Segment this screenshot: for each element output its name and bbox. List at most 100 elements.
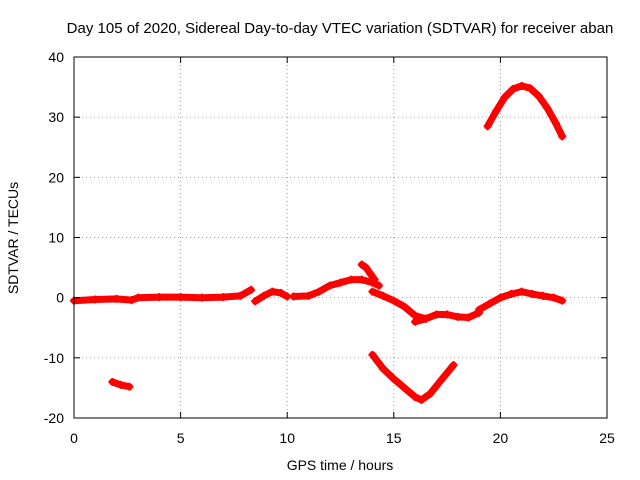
data-point <box>357 260 366 269</box>
data-point <box>112 294 121 303</box>
data-point <box>443 310 452 319</box>
y-tick-label: 10 <box>48 230 64 246</box>
grid <box>74 57 607 418</box>
data-point <box>421 314 430 323</box>
data-point <box>176 293 185 302</box>
series-band <box>358 261 379 284</box>
data-point <box>509 84 518 93</box>
data-series <box>70 81 567 404</box>
data-point <box>362 263 371 272</box>
data-point <box>551 119 560 128</box>
series-group <box>108 377 134 391</box>
data-point <box>155 293 164 302</box>
data-point <box>558 296 567 305</box>
data-point <box>558 132 567 141</box>
data-point <box>91 295 100 304</box>
data-point <box>517 287 526 296</box>
series-band <box>70 286 255 305</box>
data-point <box>125 382 134 391</box>
x-tick-label: 20 <box>493 430 509 446</box>
data-point <box>483 122 492 131</box>
series-band <box>484 82 566 140</box>
data-point <box>127 296 136 305</box>
x-tick-label: 5 <box>177 430 185 446</box>
x-tick-label: 10 <box>279 430 295 446</box>
y-tick-label: 20 <box>48 169 64 185</box>
data-point <box>528 290 537 299</box>
data-point <box>475 305 484 314</box>
data-point <box>357 275 366 284</box>
plot-frame <box>73 56 608 419</box>
y-tick-label: 30 <box>48 109 64 125</box>
data-point <box>289 292 298 301</box>
data-point <box>543 104 552 113</box>
data-point <box>449 361 458 370</box>
series-band <box>290 276 383 300</box>
data-point <box>368 287 377 296</box>
data-point <box>379 364 388 373</box>
data-point <box>315 287 324 296</box>
data-point <box>534 92 543 101</box>
data-point <box>496 293 505 302</box>
data-point <box>276 288 285 297</box>
series-group <box>483 81 567 141</box>
x-axis-label: GPS time / hours <box>287 457 394 473</box>
data-point <box>426 389 435 398</box>
data-point <box>259 291 268 300</box>
axis-ticks: 0 5 10 15 20 25 -20 -10 0 10 20 30 40 <box>44 49 615 446</box>
series-group <box>368 350 458 404</box>
data-point <box>268 287 277 296</box>
data-point <box>432 310 441 319</box>
data-point <box>507 290 516 299</box>
data-point <box>304 291 313 300</box>
x-tick-label: 25 <box>599 430 615 446</box>
data-point <box>411 317 420 326</box>
data-point <box>517 81 526 90</box>
x-tick-label: 0 <box>70 430 78 446</box>
data-point <box>400 302 409 311</box>
series-group <box>251 287 292 306</box>
data-point <box>539 291 548 300</box>
data-point <box>366 269 375 278</box>
data-point <box>219 293 228 302</box>
data-point <box>485 299 494 308</box>
y-tick-label: 0 <box>56 290 64 306</box>
data-point <box>197 293 206 302</box>
data-point <box>108 377 117 386</box>
data-point <box>368 350 377 359</box>
y-tick-label: -20 <box>44 410 64 426</box>
data-point <box>374 281 383 290</box>
data-point <box>453 312 462 321</box>
data-point <box>389 296 398 305</box>
series-group <box>357 260 379 284</box>
series-group <box>70 285 255 305</box>
data-point <box>549 293 558 302</box>
data-point <box>492 107 501 116</box>
data-point <box>417 395 426 404</box>
data-point <box>325 281 334 290</box>
data-point <box>246 285 255 294</box>
data-point <box>500 93 509 102</box>
data-point <box>400 383 409 392</box>
y-tick-label: 40 <box>48 49 64 65</box>
data-point <box>370 275 379 284</box>
series-group <box>475 287 567 314</box>
y-tick-label: -10 <box>44 350 64 366</box>
data-point <box>251 297 260 306</box>
chart-title: Day 105 of 2020, Sidereal Day-to-day VTE… <box>67 20 614 37</box>
data-point <box>116 380 125 389</box>
data-point <box>336 278 345 287</box>
data-point <box>411 392 420 401</box>
data-point <box>133 293 142 302</box>
series-group <box>411 308 484 326</box>
data-point <box>464 313 473 322</box>
data-point <box>347 275 356 284</box>
series-band <box>475 288 566 314</box>
data-point <box>379 291 388 300</box>
data-point <box>236 291 245 300</box>
data-point <box>526 84 535 93</box>
data-point <box>436 376 445 385</box>
y-axis-label: SDTVAR / TECUs <box>5 182 21 294</box>
x-tick-label: 15 <box>386 430 402 446</box>
